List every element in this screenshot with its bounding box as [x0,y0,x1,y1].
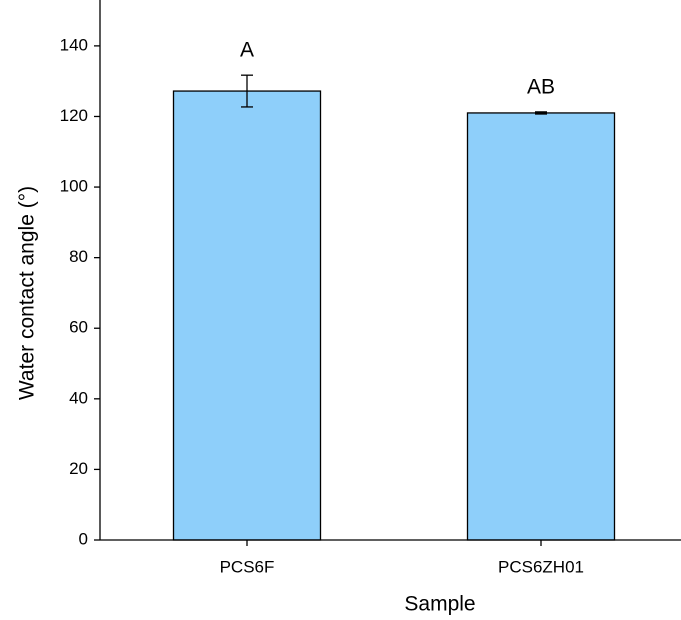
y-axis-label: Water contact angle (°) [16,186,39,400]
y-tick-label: 140 [60,35,88,54]
y-tick-label: 40 [69,388,88,407]
y-tick-label: 0 [79,529,88,548]
error-bar [241,74,253,108]
y-tick-label: 20 [69,459,88,478]
y-tick-label: 120 [60,106,88,125]
annotation: A [240,39,254,62]
error-bar [535,111,547,115]
y-tick-label: 60 [69,318,88,337]
y-tick-label: 100 [60,177,88,196]
y-tick-label: 80 [69,247,88,266]
x-axis-label: Sample [404,593,475,616]
bar [466,112,616,541]
bar [172,90,322,541]
x-tick-label: PCS6F [220,557,275,576]
x-tick-label: PCS6ZH01 [498,557,584,576]
annotation: AB [527,75,555,98]
